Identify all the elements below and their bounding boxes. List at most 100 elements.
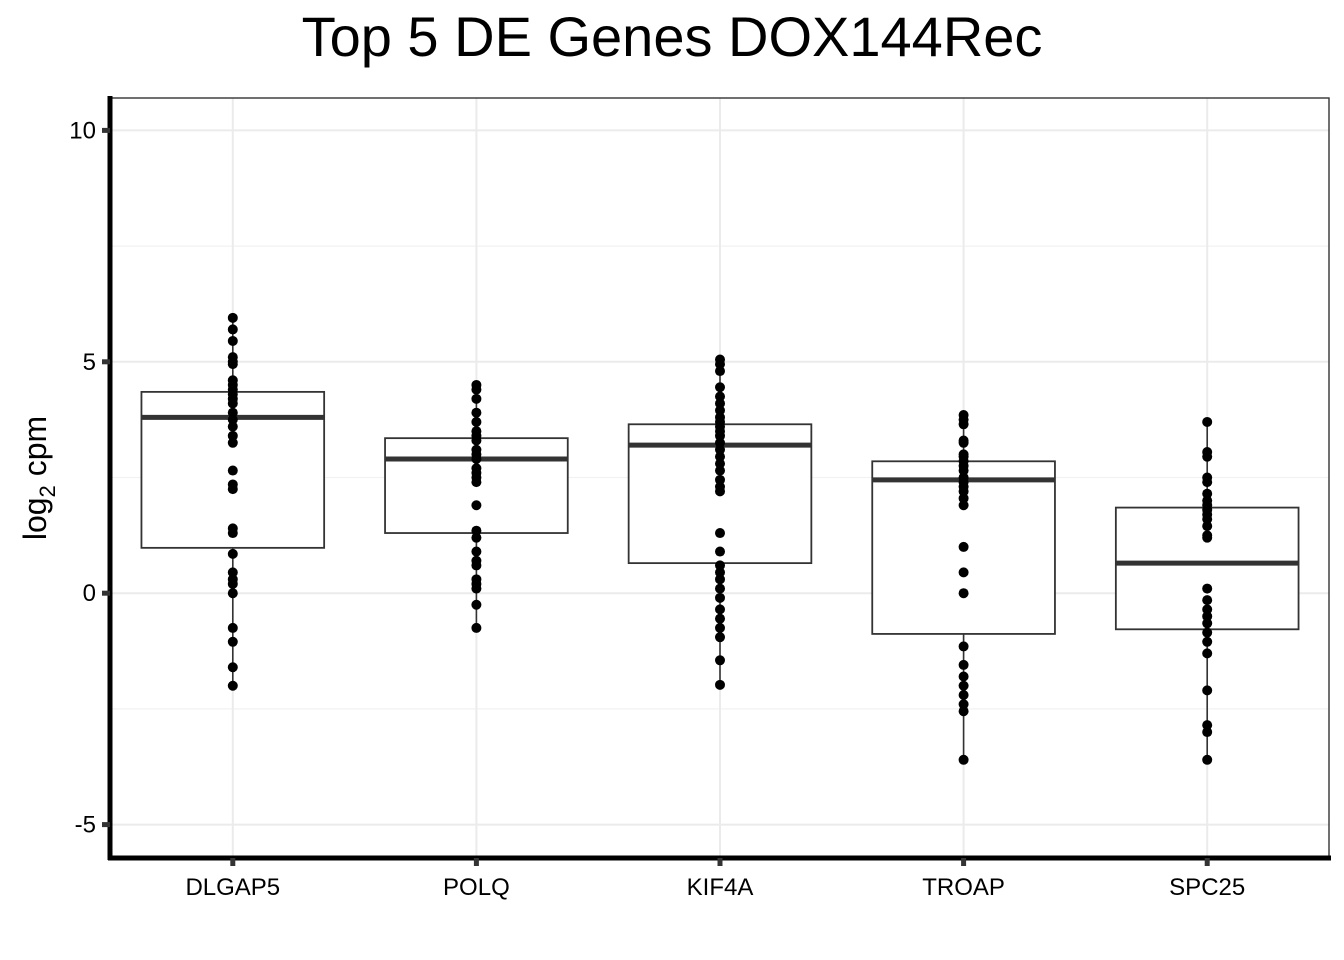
data-point — [958, 659, 969, 670]
y-tick-label: 5 — [83, 349, 96, 376]
data-point — [227, 437, 238, 448]
data-point — [958, 754, 969, 765]
data-point — [1202, 532, 1213, 543]
data-point — [1202, 720, 1213, 731]
data-point — [1202, 604, 1213, 615]
data-point — [471, 532, 482, 543]
data-point — [715, 444, 725, 455]
data-point — [1202, 451, 1213, 462]
data-point — [227, 312, 238, 323]
data-point — [471, 546, 482, 557]
data-point — [715, 592, 725, 603]
x-tick-label-polq: POLQ — [443, 874, 510, 901]
data-point — [1202, 477, 1213, 488]
data-point — [715, 465, 725, 476]
data-point — [715, 632, 725, 643]
data-point — [1202, 488, 1213, 499]
data-point — [958, 493, 969, 504]
data-point — [471, 393, 482, 404]
data-point — [227, 465, 238, 476]
data-point — [227, 359, 238, 370]
data-point — [227, 407, 238, 418]
data-point — [1202, 754, 1213, 765]
y-tick-label: 0 — [83, 580, 96, 607]
data-point — [227, 335, 238, 346]
data-point — [227, 567, 238, 578]
data-point — [471, 477, 482, 488]
data-point — [715, 583, 725, 594]
data-point — [227, 622, 238, 633]
data-point — [227, 414, 238, 425]
data-point — [227, 528, 238, 539]
data-point — [1202, 685, 1213, 696]
data-point — [471, 407, 482, 418]
data-point — [715, 679, 725, 690]
data-point — [715, 458, 725, 469]
data-point — [1202, 648, 1213, 659]
data-point — [1202, 618, 1213, 629]
data-point — [1202, 727, 1213, 738]
data-point — [715, 560, 725, 571]
y-axis-title: log2 cpm — [17, 416, 60, 540]
data-point — [715, 430, 725, 441]
data-point — [958, 541, 969, 552]
y-axis-title-subscript: 2 — [35, 485, 60, 497]
data-point — [471, 525, 482, 536]
chart-title: Top 5 DE Genes DOX144Rec — [301, 5, 1043, 68]
data-point — [1202, 636, 1213, 647]
data-point — [1202, 611, 1213, 622]
data-point — [958, 465, 969, 476]
data-point — [227, 548, 238, 559]
data-point — [715, 622, 725, 633]
data-point — [715, 613, 725, 624]
data-point — [715, 451, 725, 462]
data-point — [471, 599, 482, 610]
data-point — [715, 382, 725, 393]
data-point — [715, 567, 725, 578]
data-point — [227, 324, 238, 335]
x-tick-label-kif4a: KIF4A — [687, 874, 754, 901]
data-point — [471, 622, 482, 633]
data-point — [715, 474, 725, 485]
data-point — [227, 421, 238, 432]
data-point — [958, 437, 969, 448]
data-point — [958, 706, 969, 717]
data-point — [227, 430, 238, 441]
x-tick-label-troap: TROAP — [922, 874, 1005, 901]
data-point — [958, 588, 969, 599]
data-point — [715, 528, 725, 539]
data-point — [715, 405, 725, 416]
data-point — [715, 437, 725, 448]
data-point — [1202, 514, 1213, 525]
data-point — [958, 419, 969, 430]
data-point — [958, 680, 969, 691]
data-point — [227, 578, 238, 589]
data-point — [471, 453, 482, 464]
data-point — [715, 486, 725, 497]
data-point — [715, 574, 725, 585]
data-point — [227, 398, 238, 409]
data-point — [958, 699, 969, 710]
data-point — [715, 604, 725, 615]
x-tick-label-spc25: SPC25 — [1169, 874, 1245, 901]
data-point — [715, 655, 725, 666]
y-tick-label: 10 — [69, 117, 96, 144]
x-tick-label-dlgap5: DLGAP5 — [185, 874, 280, 901]
data-point — [715, 391, 725, 402]
data-point — [958, 690, 969, 701]
y-tick-label: -5 — [75, 812, 96, 839]
data-point — [471, 560, 482, 571]
data-point — [1202, 521, 1213, 532]
data-point — [227, 662, 238, 673]
data-point — [227, 636, 238, 647]
data-point — [958, 641, 969, 652]
data-point — [1202, 595, 1213, 606]
data-point — [958, 486, 969, 497]
data-point — [715, 359, 725, 370]
data-point — [1202, 583, 1213, 594]
data-point — [471, 416, 482, 427]
data-point — [471, 384, 482, 395]
data-point — [958, 500, 969, 511]
axes: -5 0 5 10 DLGAP5 POLQ KIF4A TROAP SPC25 — [69, 117, 1245, 901]
